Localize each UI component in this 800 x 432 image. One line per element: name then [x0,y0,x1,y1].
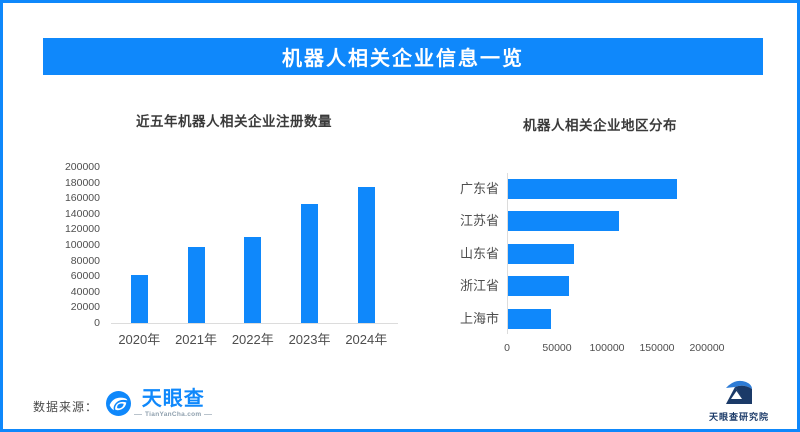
bar-2023年 [301,204,319,323]
y-tick-label: 180000 [64,176,100,189]
tianyancha-logo: 天眼查 TianYanCha.com [106,388,213,418]
bar-2021年 [187,247,205,323]
left-chart-x-axis [111,323,398,324]
page-title: 机器人相关企业信息一览 [282,48,524,70]
x-tick-label: 2021年 [175,332,217,347]
category-label: 广东省 [459,181,499,196]
bar-浙江省 [508,276,569,297]
y-tick-label: 200000 [64,161,100,173]
category-label: 江苏省 [459,213,499,229]
y-tick-label: 100000 [64,239,100,251]
x-tick-label: 2022年 [231,332,274,347]
institute-name: 天眼查研究院 [708,412,769,422]
left-chart-title: 近五年机器人相关企业注册数量 [136,114,332,129]
y-tick-label: 60000 [70,270,100,283]
x-tick-label: 2023年 [288,332,331,347]
bar-上海市 [508,308,551,329]
y-tick-label: 40000 [70,285,100,298]
category-label: 山东省 [459,245,499,261]
rule-right [204,414,213,415]
bar-山东省 [508,243,574,264]
header-banner: 机器人相关企业信息一览 [43,38,763,75]
y-tick-label: 80000 [70,254,100,267]
rule-left [134,414,143,415]
x-tick-label: 100000 [589,342,625,354]
institute-mountain-icon [726,380,752,404]
tianyancha-eye-icon [106,391,132,416]
y-tick-label: 120000 [64,223,100,236]
tianyancha-name: 天眼查 [141,388,205,410]
tianyancha-wordmark: 天眼查 TianYanCha.com [134,388,213,418]
category-label: 上海市 [459,310,499,326]
data-source-label: 数据来源： [33,400,99,414]
bar-广东省 [508,179,677,199]
bar-2022年 [244,237,262,323]
bar-2020年 [130,274,148,323]
y-tick-label: 140000 [64,207,100,220]
right-chart-title: 机器人相关企业地区分布 [523,118,677,133]
bar-2024年 [357,186,375,323]
x-tick-label: 0 [504,342,510,354]
y-tick-label: 0 [94,317,100,329]
x-tick-label: 2024年 [345,332,388,347]
right-chart-y-axis [507,173,508,334]
category-label: 浙江省 [459,278,499,294]
x-tick-label: 200000 [689,342,725,354]
y-tick-label: 20000 [70,301,100,314]
x-tick-label: 50000 [542,342,572,354]
bar-江苏省 [508,211,619,232]
data-source-block: 数据来源： 天眼查 TianYanCha.com [33,388,213,418]
x-tick-label: 150000 [639,342,675,354]
x-tick-label: 2020年 [118,332,161,347]
tianyancha-url: TianYanCha.com [134,411,213,418]
y-tick-label: 160000 [64,192,100,205]
institute-logo-block: 天眼查研究院 [703,379,775,423]
